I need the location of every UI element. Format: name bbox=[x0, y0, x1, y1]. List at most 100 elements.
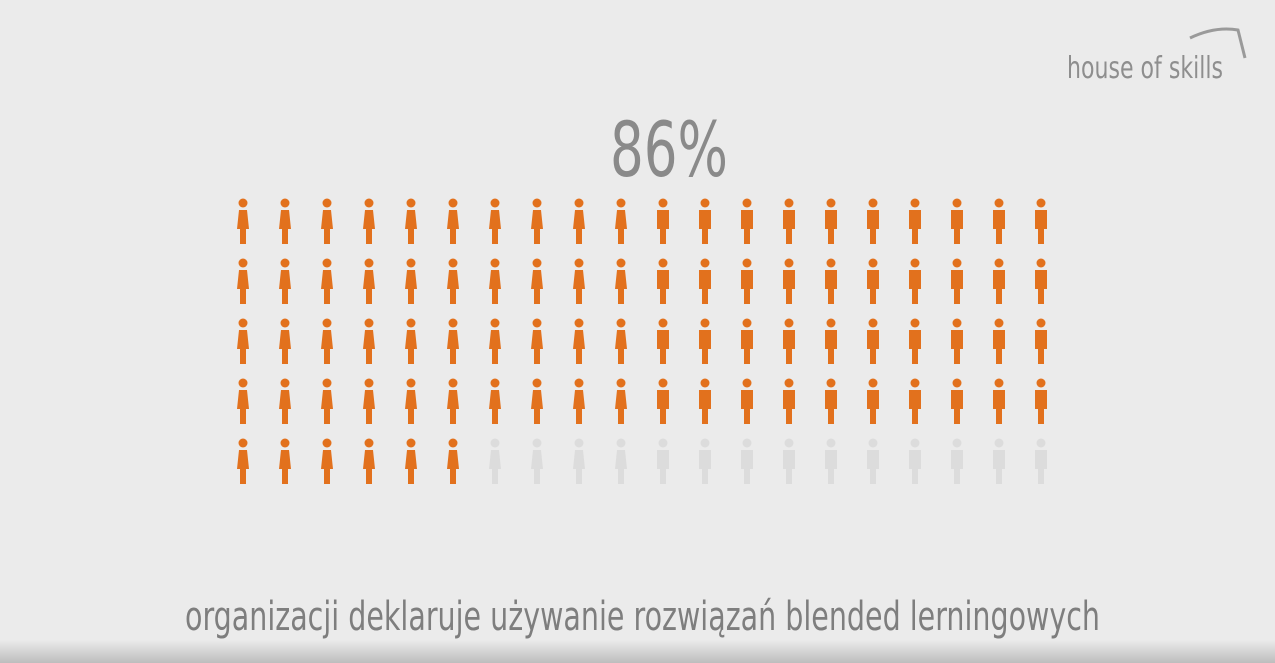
body bbox=[1035, 390, 1047, 424]
person-filled bbox=[699, 258, 711, 304]
body bbox=[405, 390, 417, 424]
icon-grid bbox=[237, 198, 1047, 484]
head bbox=[742, 258, 752, 268]
body bbox=[321, 390, 333, 424]
body bbox=[993, 390, 1005, 424]
head bbox=[910, 318, 920, 328]
head bbox=[406, 198, 416, 208]
body bbox=[867, 390, 879, 424]
head bbox=[322, 198, 332, 208]
head bbox=[364, 438, 374, 448]
body bbox=[237, 330, 249, 364]
body bbox=[993, 330, 1005, 364]
person-filled bbox=[909, 258, 921, 304]
person-filled bbox=[741, 258, 753, 304]
head bbox=[364, 198, 374, 208]
head bbox=[742, 378, 752, 388]
person-filled bbox=[279, 438, 291, 484]
person-filled bbox=[237, 438, 249, 484]
person-filled bbox=[951, 318, 963, 364]
person-filled bbox=[363, 318, 375, 364]
head bbox=[616, 258, 626, 268]
body bbox=[657, 210, 669, 244]
body bbox=[279, 330, 291, 364]
body bbox=[993, 210, 1005, 244]
person-filled bbox=[447, 258, 459, 304]
body bbox=[993, 450, 1005, 484]
person-filled bbox=[447, 378, 459, 424]
head bbox=[910, 258, 920, 268]
body bbox=[909, 270, 921, 304]
head bbox=[658, 378, 668, 388]
body bbox=[825, 330, 837, 364]
body bbox=[615, 210, 627, 244]
person-filled bbox=[657, 258, 669, 304]
person-filled bbox=[279, 378, 291, 424]
body bbox=[237, 210, 249, 244]
body bbox=[279, 270, 291, 304]
person-filled bbox=[489, 198, 501, 244]
head bbox=[700, 198, 710, 208]
person-filled bbox=[951, 378, 963, 424]
person-filled bbox=[741, 318, 753, 364]
person-filled bbox=[615, 378, 627, 424]
body bbox=[909, 450, 921, 484]
head bbox=[280, 438, 290, 448]
person-filled bbox=[909, 198, 921, 244]
person-filled bbox=[405, 258, 417, 304]
body bbox=[279, 450, 291, 484]
person-filled bbox=[447, 318, 459, 364]
head bbox=[742, 198, 752, 208]
head bbox=[952, 318, 962, 328]
person-filled bbox=[657, 378, 669, 424]
head bbox=[280, 378, 290, 388]
head bbox=[658, 198, 668, 208]
person-filled bbox=[321, 258, 333, 304]
body bbox=[237, 390, 249, 424]
body bbox=[363, 450, 375, 484]
body bbox=[405, 270, 417, 304]
body bbox=[741, 390, 753, 424]
person-filled bbox=[573, 258, 585, 304]
head bbox=[532, 198, 542, 208]
head bbox=[616, 378, 626, 388]
body bbox=[237, 450, 249, 484]
body bbox=[951, 210, 963, 244]
body bbox=[1035, 210, 1047, 244]
head bbox=[700, 378, 710, 388]
body bbox=[951, 330, 963, 364]
body bbox=[531, 450, 543, 484]
head bbox=[700, 438, 710, 448]
body bbox=[993, 270, 1005, 304]
person-filled bbox=[321, 378, 333, 424]
head bbox=[868, 318, 878, 328]
person-filled bbox=[1035, 198, 1047, 244]
body bbox=[489, 270, 501, 304]
person-filled bbox=[867, 378, 879, 424]
body bbox=[279, 390, 291, 424]
head bbox=[280, 318, 290, 328]
person-empty bbox=[699, 438, 711, 484]
body bbox=[405, 210, 417, 244]
body bbox=[489, 450, 501, 484]
head bbox=[826, 198, 836, 208]
head bbox=[994, 258, 1004, 268]
head bbox=[574, 378, 584, 388]
person-filled bbox=[531, 378, 543, 424]
person-filled bbox=[531, 258, 543, 304]
head bbox=[448, 198, 458, 208]
body bbox=[321, 330, 333, 364]
head bbox=[574, 198, 584, 208]
head bbox=[994, 378, 1004, 388]
person-filled bbox=[783, 258, 795, 304]
head bbox=[994, 438, 1004, 448]
head bbox=[616, 438, 626, 448]
person-filled bbox=[825, 198, 837, 244]
body bbox=[363, 210, 375, 244]
person-filled bbox=[699, 318, 711, 364]
person-filled bbox=[783, 318, 795, 364]
body bbox=[531, 330, 543, 364]
head bbox=[784, 378, 794, 388]
